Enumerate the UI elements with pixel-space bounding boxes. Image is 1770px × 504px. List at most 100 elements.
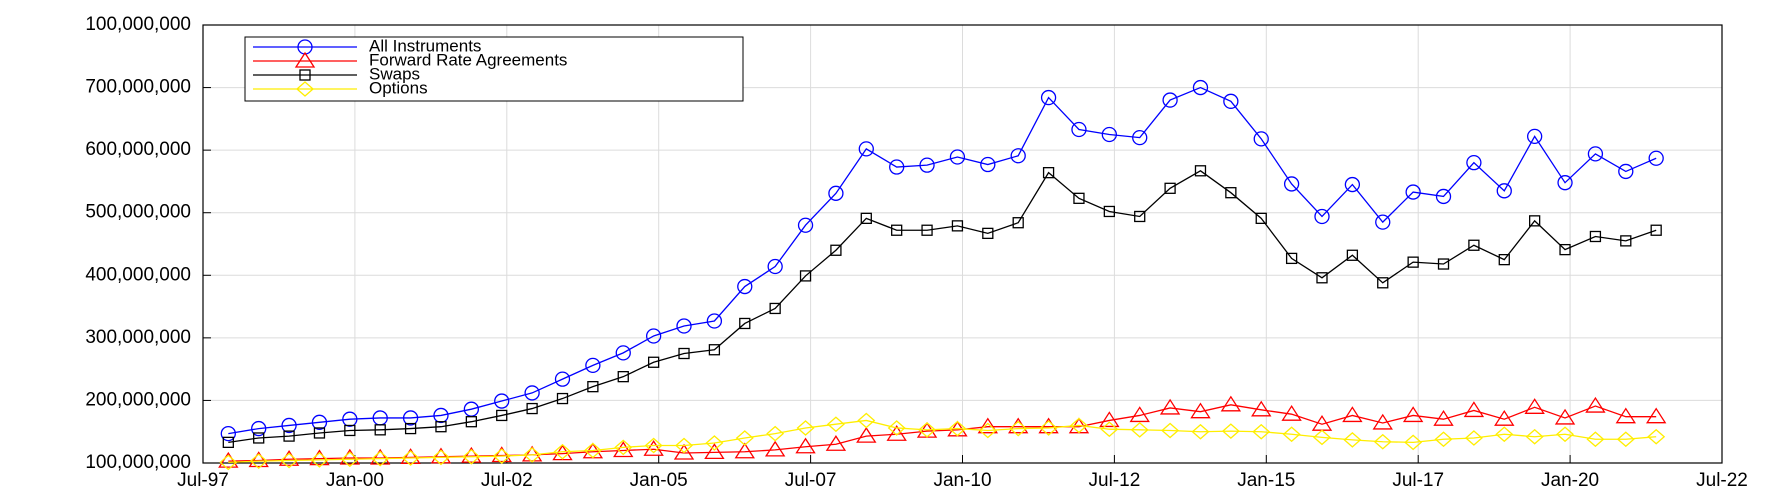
marker: [826, 416, 845, 433]
marker: [980, 156, 996, 173]
marker: [553, 443, 572, 460]
marker: [585, 357, 601, 374]
marker: [340, 451, 359, 468]
marker: [1618, 163, 1634, 180]
marker: [1377, 277, 1389, 289]
marker: [734, 442, 755, 459]
marker: [825, 435, 847, 451]
x-tick-label: Jan-10: [933, 470, 991, 491]
marker: [1281, 404, 1302, 421]
marker: [1283, 176, 1300, 192]
x-tick-label: Jan-05: [630, 470, 688, 491]
marker: [1099, 411, 1120, 428]
marker: [1159, 398, 1181, 415]
marker: [1130, 421, 1149, 438]
marker: [799, 270, 812, 282]
marker: [248, 451, 269, 468]
marker: [523, 447, 542, 463]
x-tick-label: Jan-15: [1237, 470, 1295, 491]
marker: [1650, 224, 1662, 236]
marker: [647, 356, 660, 368]
marker: [795, 437, 816, 454]
marker: [1101, 126, 1117, 143]
marker: [1220, 395, 1242, 412]
marker: [615, 345, 631, 361]
marker: [918, 421, 937, 438]
marker: [491, 446, 512, 463]
marker: [431, 449, 450, 466]
marker: [887, 420, 906, 436]
marker: [1616, 431, 1635, 448]
marker: [220, 425, 236, 442]
marker: [1223, 93, 1239, 109]
marker: [1252, 423, 1271, 440]
marker: [1311, 415, 1333, 431]
x-tick-label: Jul-12: [1089, 470, 1141, 491]
marker: [704, 443, 725, 460]
marker: [1557, 175, 1573, 191]
marker: [1620, 235, 1632, 247]
marker: [1251, 400, 1272, 417]
marker: [1529, 215, 1541, 227]
marker: [673, 443, 695, 460]
marker: [1009, 420, 1028, 437]
marker: [400, 448, 421, 465]
marker: [370, 448, 391, 465]
marker: [858, 141, 874, 157]
marker: [891, 224, 903, 236]
marker: [1464, 430, 1483, 446]
marker: [830, 244, 842, 256]
marker: [1134, 210, 1146, 223]
x-tick-label: Jan-20: [1541, 470, 1599, 491]
marker: [1645, 407, 1667, 424]
marker: [251, 420, 267, 437]
marker: [556, 392, 569, 405]
marker: [886, 425, 907, 441]
marker: [857, 412, 876, 429]
marker: [402, 410, 419, 426]
marker: [404, 422, 417, 435]
marker: [1316, 272, 1328, 284]
marker: [554, 371, 571, 387]
marker: [1313, 429, 1331, 446]
marker: [1466, 155, 1482, 171]
marker: [1496, 183, 1512, 199]
marker: [1554, 408, 1576, 425]
marker: [496, 409, 508, 422]
x-tick-label: Jul-17: [1392, 470, 1444, 491]
marker: [280, 452, 299, 469]
marker: [617, 371, 629, 383]
x-tick-label: Jul-02: [481, 470, 533, 491]
marker: [977, 417, 999, 434]
legend-label: All Instruments: [369, 36, 481, 55]
marker: [949, 149, 966, 165]
marker: [310, 452, 329, 468]
marker: [461, 446, 482, 463]
marker: [1010, 148, 1026, 164]
marker: [767, 258, 783, 275]
marker: [1253, 131, 1269, 147]
marker: [249, 453, 268, 469]
marker: [828, 185, 844, 201]
marker: [1164, 182, 1176, 194]
x-tick-label: Jul-97: [177, 470, 229, 491]
marker: [1346, 249, 1359, 261]
marker: [1040, 89, 1057, 106]
y-tick-label: 700,000,000: [85, 77, 191, 98]
marker: [676, 318, 692, 334]
marker: [1282, 426, 1301, 443]
marker: [1039, 420, 1058, 436]
marker: [524, 385, 540, 401]
series-line: [228, 86, 1657, 435]
marker: [1433, 409, 1454, 426]
marker: [1648, 150, 1664, 166]
marker: [706, 313, 723, 329]
series-line: [228, 170, 1657, 443]
marker: [766, 425, 785, 442]
marker: [919, 157, 935, 173]
y-tick-label: 400,000,000: [85, 264, 191, 285]
y-tick-label: 100,000,000: [85, 14, 191, 35]
marker: [1468, 239, 1480, 251]
marker: [1069, 417, 1088, 434]
